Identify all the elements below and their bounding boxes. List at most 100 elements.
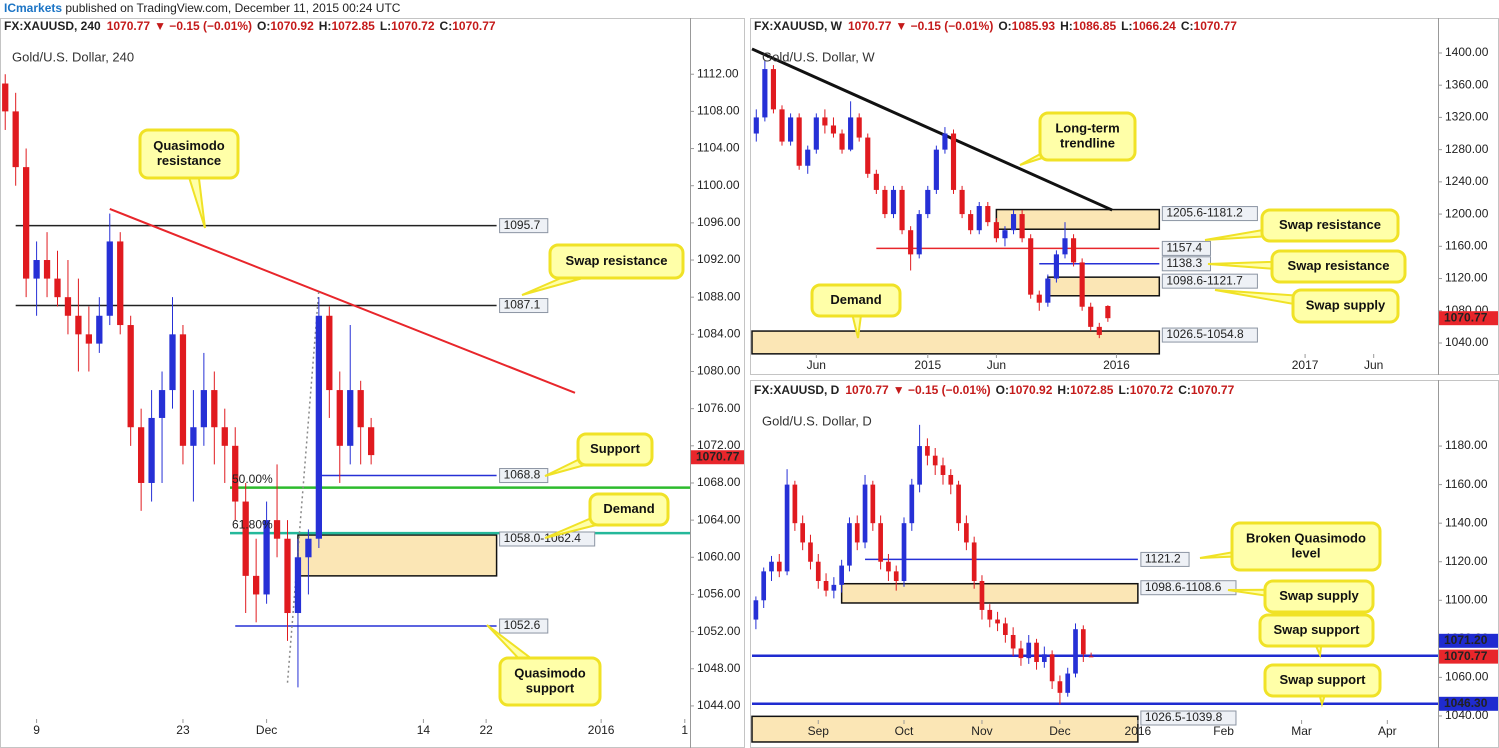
level-label: 1157.4 (1166, 241, 1202, 255)
candle-body (987, 609, 993, 620)
y-tick-label: 1100.00 (697, 178, 740, 192)
y-tick-label: 1056.00 (697, 587, 741, 601)
ohlc-key: H: (1057, 383, 1070, 397)
candle-body (823, 581, 829, 591)
trendline (751, 47, 1113, 212)
zone-label: 1098.6-1108.6 (1145, 580, 1222, 594)
candle-body (848, 117, 854, 150)
ohlc-key: C: (440, 19, 453, 33)
y-tick-label: 1400.00 (1445, 45, 1489, 59)
x-tick-label: 9 (33, 723, 40, 737)
level-label: 1052.6 (504, 618, 541, 632)
candle-body (909, 484, 915, 524)
candle-body (813, 117, 819, 150)
candle-body (1080, 629, 1086, 655)
zone-label: 1026.5-1054.8 (1166, 327, 1244, 341)
callout-text: Swap resistance (1279, 217, 1381, 232)
zone (751, 715, 1139, 743)
callout-text: Support (590, 441, 640, 456)
candle-body (822, 117, 828, 126)
candle-body (901, 523, 907, 582)
callout-box (548, 243, 685, 280)
candle-body (12, 111, 19, 168)
ohlc-key: L: (380, 19, 391, 33)
change: ▼ −0.15 (−0.01%) (895, 19, 993, 33)
y-tick-label: 1360.00 (1445, 77, 1489, 91)
y-tick-label: 1068.00 (697, 475, 741, 489)
x-tick-label: Feb (1213, 724, 1234, 738)
candle-body (1105, 305, 1111, 319)
plot-area (751, 47, 1161, 355)
candle-body (753, 117, 759, 134)
symbol-info: FX:XAUUSD, W 1070.77 ▼ −0.15 (−0.01%) O:108… (754, 19, 1237, 33)
candle-body (916, 214, 922, 255)
level-label: 1087.1 (504, 298, 541, 312)
candle-body (1010, 214, 1017, 231)
x-tick-label: 1 (681, 723, 688, 737)
candle-body (54, 278, 61, 298)
candle-body (294, 557, 302, 614)
candle-body (1057, 681, 1063, 693)
ohlc-value: 1070.92 (1009, 383, 1053, 397)
level-label: 1095.7 (504, 218, 541, 232)
level-label: 1138.3 (1166, 256, 1202, 270)
ohlc-value: 1086.85 (1073, 19, 1117, 33)
zone-label-box (1140, 580, 1237, 596)
symbol: FX:XAUUSD, W (754, 19, 843, 33)
level-label-box (1140, 551, 1190, 567)
candle-body (815, 561, 821, 582)
candle-body (253, 575, 260, 595)
candle-body (942, 133, 948, 150)
callout-box (1230, 521, 1382, 572)
last-price-box (1439, 311, 1498, 326)
callout-text: Swap resistance (566, 253, 668, 268)
y-tick-label: 1160.00 (1445, 477, 1488, 491)
candle-body (856, 117, 862, 138)
y-tick-label: 1120.00 (1445, 271, 1488, 285)
callout-text: Swap supply (1306, 297, 1386, 312)
chart-title: Gold/U.S. Dollar, W (762, 49, 875, 64)
ohlc-key: O: (996, 383, 1009, 397)
candle-body (169, 334, 176, 391)
y-tick-label: 1100.00 (1445, 592, 1488, 606)
candle-body (925, 446, 930, 456)
candle-body (127, 325, 134, 428)
candle-body (933, 149, 939, 190)
last-price-label: 1070.77 (1444, 310, 1488, 324)
x-tick-label: Nov (971, 724, 992, 738)
candle-body (993, 222, 999, 239)
last-price-label: 1070.77 (696, 449, 740, 463)
x-tick-label: 23 (176, 723, 190, 737)
y-tick-label: 1108.00 (697, 104, 740, 118)
candle-body (357, 390, 364, 428)
callout-text: Broken Quasimodo (1246, 530, 1366, 545)
y-tick-label: 1180.00 (1445, 438, 1488, 452)
callout-text: Demand (603, 501, 654, 516)
candle-body (1049, 654, 1055, 682)
candle-body (796, 117, 802, 166)
callout-text: Quasimodo (514, 665, 586, 680)
candle-body (1018, 648, 1024, 659)
candle-body (284, 538, 291, 614)
brand[interactable]: ICmarkets (4, 1, 62, 15)
candle-body (117, 241, 124, 326)
ohlc-key: L: (1118, 383, 1129, 397)
candle-body (232, 445, 239, 502)
candle-body (792, 484, 798, 524)
candle-body (75, 315, 82, 335)
candle-body (971, 542, 977, 582)
x-tick-label: Sep (808, 724, 830, 738)
level-label: 1121.2 (1145, 552, 1181, 566)
candle-body (1065, 673, 1071, 693)
candle-body (1062, 238, 1068, 255)
candle-body (878, 523, 883, 562)
x-tick-label: 2017 (1292, 358, 1319, 372)
symbol: FX:XAUUSD, 240 (4, 19, 101, 33)
zone-label: 1205.6-1181.2 (1166, 206, 1243, 220)
fib-label: 61.80% (232, 517, 273, 531)
candle-body (873, 173, 879, 190)
level-label-box (499, 218, 549, 234)
candle-body (1073, 629, 1078, 674)
callout-box (1291, 288, 1400, 324)
candle-body (43, 260, 51, 279)
